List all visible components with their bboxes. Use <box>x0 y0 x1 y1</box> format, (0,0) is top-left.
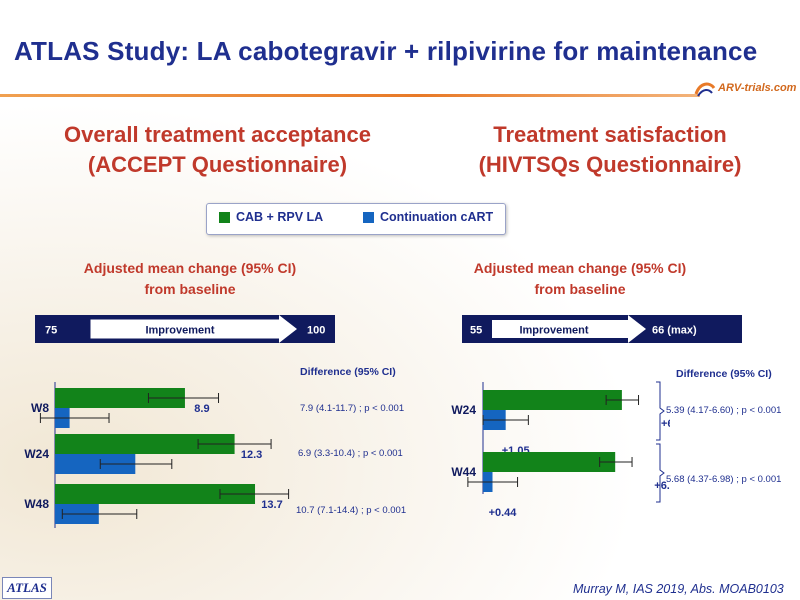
left-scale-max: 100 <box>307 325 325 337</box>
logo-swirl-icon <box>694 82 716 97</box>
left-category-w24: W24 <box>24 447 49 461</box>
page-title: ATLAS Study: LA cabotegravir + rilpiviri… <box>14 36 758 66</box>
left-difference-w48: 10.7 (7.1-14.4) ; p < 0.001 <box>296 505 407 516</box>
left-arrow-head <box>279 315 297 343</box>
left-scale-arrow: 75 Improvement 100 <box>35 315 335 343</box>
right-value-label-cab-rpv-w24: +6.43 <box>661 418 670 430</box>
right-scale-max: 66 (max) <box>652 325 697 337</box>
left-title-line1: Overall treatment acceptance <box>64 122 371 147</box>
right-subtitle: Adjusted mean change (95% CI) from basel… <box>440 258 720 300</box>
left-section-title: Overall treatment acceptance (ACCEPT Que… <box>40 120 395 180</box>
right-subtitle-line1: Adjusted mean change (95% CI) <box>473 260 687 276</box>
right-scale-improvement: Improvement <box>519 325 588 337</box>
legend-label-cart: Continuation cART <box>380 210 494 224</box>
citation: Murray M, IAS 2019, Abs. MOAB0103 <box>573 582 784 596</box>
legend: CAB + RPV LA Continuation cART <box>206 203 506 235</box>
right-scale-arrow: 55 Improvement 66 (max) <box>462 315 742 343</box>
logo-text: ARV-trials.com <box>718 82 797 94</box>
right-subtitle-line2: from baseline <box>534 281 626 297</box>
left-scale-improvement: Improvement <box>145 325 214 337</box>
left-bar-cart-w24 <box>55 454 136 474</box>
left-category-w48: W48 <box>24 497 49 511</box>
right-improvement-arrow <box>492 320 642 338</box>
right-category-w44: W44 <box>451 465 476 479</box>
right-difference-w24: 5.39 (4.17-6.60) ; p < 0.001 <box>666 405 782 416</box>
left-difference-w8: 7.9 (4.1-11.7) ; p < 0.001 <box>300 403 405 414</box>
title-divider <box>0 94 700 97</box>
left-bar-cab-rpv-w8 <box>55 388 185 408</box>
left-scale-min: 75 <box>45 325 57 337</box>
left-value-label-cab-rpv-w24: 12.3 <box>241 449 262 461</box>
atlas-footer-logo: ATLAS <box>2 577 52 599</box>
left-value-label-cab-rpv-w48: 13.7 <box>261 499 282 511</box>
left-difference-w24: 6.9 (3.3-10.4) ; p < 0.001 <box>298 448 403 459</box>
right-value-label-cart-w44: +0.44 <box>489 507 518 519</box>
right-bar-cab-rpv-w24 <box>483 390 622 410</box>
legend-swatch-cart <box>363 212 374 223</box>
left-title-line2: (ACCEPT Questionnaire) <box>87 152 348 177</box>
left-bar-chart: W88.91.0W2412.35.5W4813.73.0 <box>24 382 290 528</box>
right-bar-cab-rpv-w44 <box>483 452 616 472</box>
right-title-line2: (HIVTSQs Questionnaire) <box>478 152 742 177</box>
left-subtitle-line1: Adjusted mean change (95% CI) <box>83 260 297 276</box>
left-category-w8: W8 <box>31 401 49 415</box>
right-bracket-w44 <box>656 443 665 503</box>
legend-swatch-cab-rpv <box>219 212 230 223</box>
right-arrow-head <box>628 315 646 343</box>
right-title-line1: Treatment satisfaction <box>493 122 727 147</box>
left-subtitle: Adjusted mean change (95% CI) from basel… <box>50 258 330 300</box>
left-difference-header: Difference (95% CI) <box>300 366 396 378</box>
right-difference-header: Difference (95% CI) <box>676 368 772 380</box>
left-bar-cab-rpv-w48 <box>55 484 256 504</box>
right-section-title: Treatment satisfaction (HIVTSQs Question… <box>450 120 770 180</box>
arv-trials-logo: ARV-trials.com <box>694 80 797 100</box>
right-scale-min: 55 <box>470 325 482 337</box>
left-value-label-cab-rpv-w8: 8.9 <box>194 403 209 415</box>
left-bar-cab-rpv-w24 <box>55 434 235 454</box>
right-difference-w44: 5.68 (4.37-6.98) ; p < 0.001 <box>666 474 782 485</box>
legend-label-cab-rpv: CAB + RPV LA <box>236 210 324 224</box>
left-subtitle-line2: from baseline <box>144 281 236 297</box>
right-value-label-cab-rpv-w44: +6.12 <box>654 480 670 492</box>
right-category-w24: W24 <box>451 403 476 417</box>
right-bracket-w24 <box>656 381 665 441</box>
